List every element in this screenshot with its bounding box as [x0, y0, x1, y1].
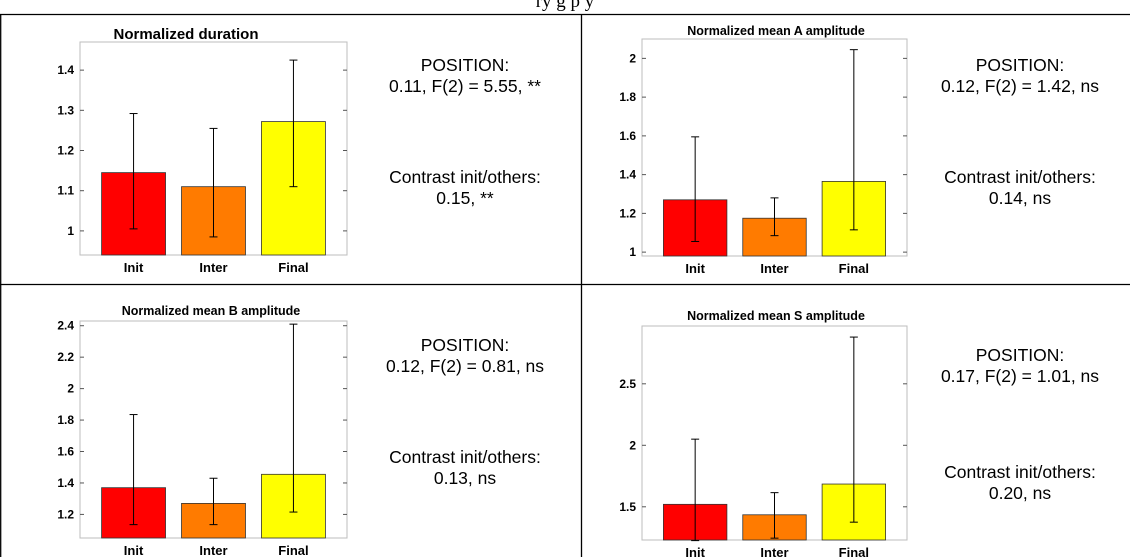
x-tick-label-init: Init — [124, 260, 144, 275]
x-tick-label-init: Init — [124, 543, 144, 557]
y-tick-label: 1.8 — [619, 90, 636, 104]
contrast-value: 0.14, ns — [988, 188, 1052, 208]
x-tick-label-final: Final — [278, 260, 308, 275]
y-tick-label: 1.2 — [57, 144, 74, 158]
y-tick-label: 1.2 — [619, 206, 636, 220]
position-value: 0.12, F(2) = 1.42, ns — [940, 76, 1100, 96]
x-tick-label-init: Init — [685, 261, 705, 276]
y-tick-label: 2.4 — [57, 319, 74, 333]
x-tick-label-final: Final — [839, 261, 869, 276]
y-tick-label: 2 — [629, 51, 636, 65]
y-tick-label: 1.6 — [57, 445, 74, 459]
y-tick-label: 2.5 — [619, 377, 636, 391]
x-tick-label-inter: Inter — [199, 260, 227, 275]
position-value: 0.12, F(2) = 0.81, ns — [385, 356, 545, 376]
y-tick-label: 1.4 — [619, 168, 636, 182]
stats-block-s-amplitude: POSITION: 0.17, F(2) = 1.01, ns Contrast… — [910, 345, 1130, 504]
y-tick-label: 1.6 — [619, 129, 636, 143]
y-tick-label: 2.2 — [57, 350, 74, 364]
y-tick-label: 1.4 — [57, 63, 74, 77]
y-tick-label: 1.3 — [57, 103, 74, 117]
position-value: 0.11, F(2) = 5.55, ** — [389, 76, 541, 96]
chart-title: Normalized mean S amplitude — [687, 309, 865, 323]
chart-title: Normalized mean B amplitude — [122, 304, 301, 318]
position-label: POSITION: — [975, 55, 1065, 75]
y-tick-label: 1 — [67, 224, 74, 238]
cropped-caption-strip: ry g p y — [0, 0, 1130, 14]
y-tick-label: 1.2 — [57, 507, 74, 521]
y-tick-label: 1.5 — [619, 500, 636, 514]
contrast-value: 0.13, ns — [433, 468, 497, 488]
position-label: POSITION: — [975, 345, 1065, 365]
x-tick-label-inter: Inter — [760, 261, 788, 276]
contrast-label: Contrast init/others: — [389, 447, 541, 467]
y-tick-label: 1.8 — [57, 413, 74, 427]
x-tick-label-init: Init — [685, 545, 705, 557]
y-tick-label: 2 — [67, 382, 74, 396]
stats-block-a-amplitude: POSITION: 0.12, F(2) = 1.42, ns Contrast… — [910, 55, 1130, 209]
position-label: POSITION: — [420, 55, 510, 75]
cropped-caption-text: ry g p y — [535, 0, 595, 12]
x-tick-label-final: Final — [278, 543, 308, 557]
y-tick-label: 1 — [629, 245, 636, 259]
y-tick-label: 1.1 — [57, 184, 74, 198]
contrast-label: Contrast init/others: — [944, 167, 1096, 187]
stats-block-b-amplitude: POSITION: 0.12, F(2) = 0.81, ns Contrast… — [350, 335, 580, 489]
x-tick-label-inter: Inter — [760, 545, 788, 557]
stats-block-duration: POSITION: 0.11, F(2) = 5.55, ** Contrast… — [350, 55, 580, 209]
contrast-label: Contrast init/others: — [944, 462, 1096, 482]
y-tick-label: 2 — [629, 438, 636, 452]
contrast-value: 0.20, ns — [988, 483, 1052, 503]
position-value: 0.17, F(2) = 1.01, ns — [940, 366, 1100, 386]
position-label: POSITION: — [420, 335, 510, 355]
chart-title: Normalized duration — [113, 26, 258, 43]
y-tick-label: 1.4 — [57, 476, 74, 490]
contrast-label: Contrast init/others: — [389, 167, 541, 187]
chart-title: Normalized mean A amplitude — [687, 24, 865, 38]
x-tick-label-inter: Inter — [199, 543, 227, 557]
x-tick-label-final: Final — [839, 545, 869, 557]
contrast-value: 0.15, ** — [436, 188, 494, 208]
